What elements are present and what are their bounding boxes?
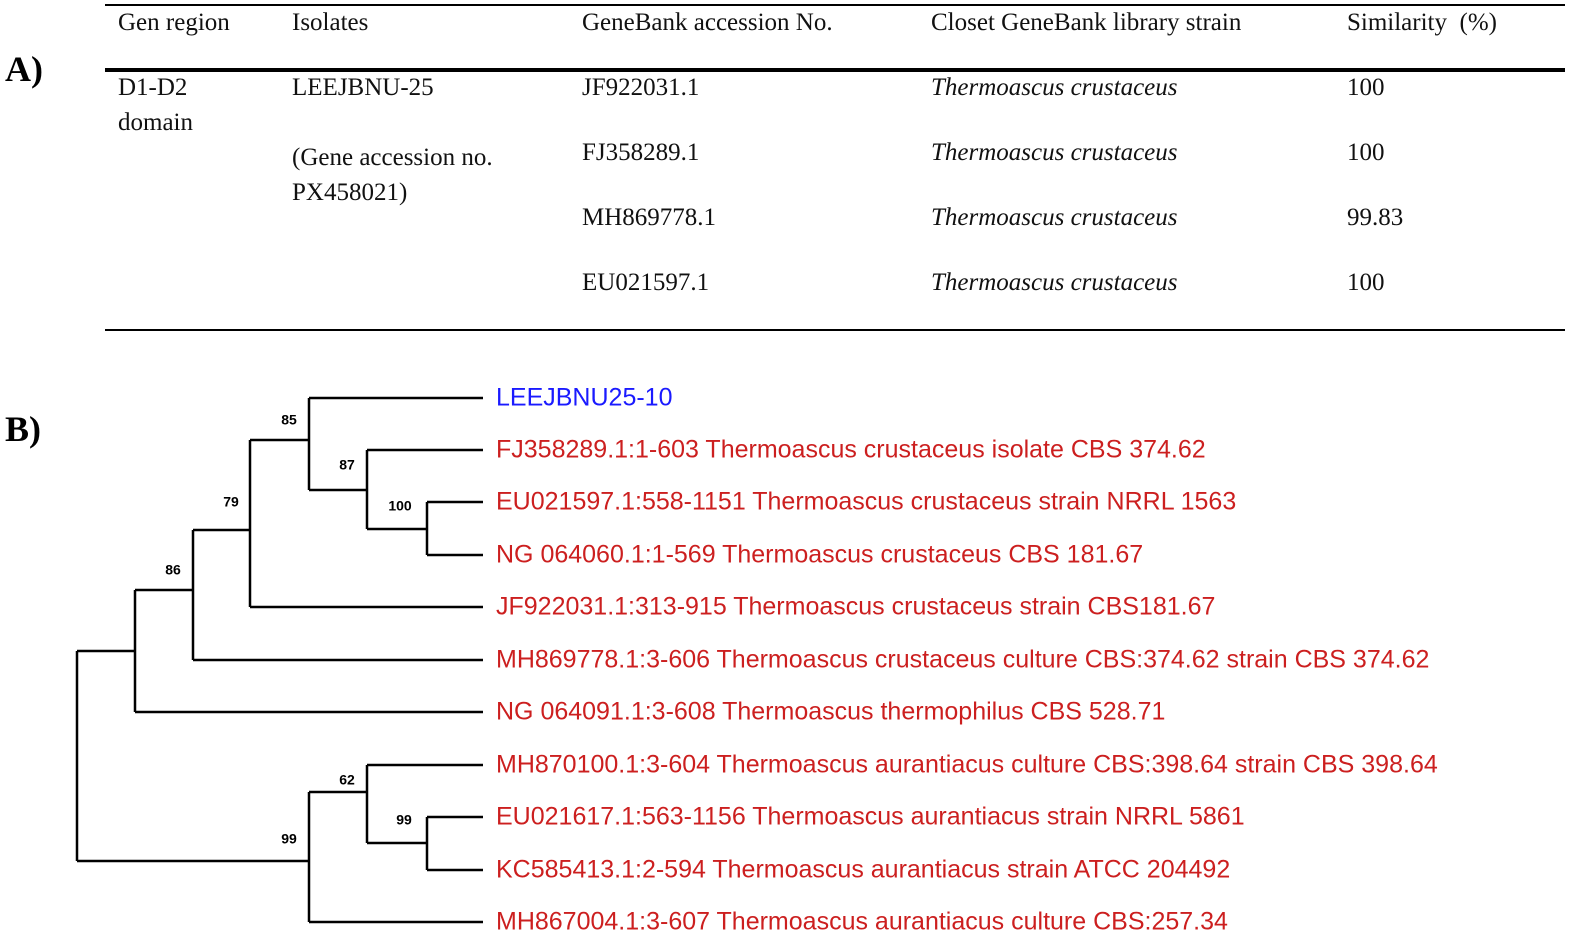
leaf-label: LEEJBNU25-10	[496, 384, 672, 412]
bootstrap-label: 99	[281, 831, 297, 847]
leaf-label: KC585413.1:2-594 Thermoascus aurantiacus…	[496, 856, 1230, 884]
leaf-label: FJ358289.1:1-603 Thermoascus crustaceus …	[496, 436, 1206, 464]
accession-cell: JF922031.1	[582, 74, 700, 101]
leaf-label: EU021617.1:563-1156 Thermoascus aurantia…	[496, 803, 1245, 831]
leaf-label: EU021597.1:558-1151 Thermoascus crustace…	[496, 488, 1236, 516]
accession-cell: FJ358289.1	[582, 139, 700, 166]
isolate-note: (Gene accession no. PX458021)	[292, 144, 493, 206]
strain-cell: Thermoascus crustaceus	[931, 74, 1178, 101]
leaf-label: JF922031.1:313-915 Thermoascus crustaceu…	[496, 593, 1215, 621]
table-bottom-rule	[105, 329, 1565, 331]
leaf-label: MH867004.1:3-607 Thermoascus aurantiacus…	[496, 908, 1228, 936]
header-cell: Closet GeneBank library strain	[931, 9, 1242, 36]
header-cell: GeneBank accession No.	[582, 9, 833, 36]
bootstrap-label: 87	[339, 457, 355, 473]
bootstrap-label: 85	[281, 412, 297, 428]
similarity-cell: 100	[1347, 74, 1385, 101]
accession-cell: MH869778.1	[582, 204, 717, 231]
similarity-cell: 100	[1347, 139, 1385, 166]
region-cell: D1-D2 domain	[118, 74, 193, 136]
leaf-label: MH869778.1:3-606 Thermoascus crustaceus …	[496, 646, 1429, 674]
header-cell: Gen region	[118, 9, 230, 36]
header-cell: Similarity (%)	[1347, 9, 1497, 36]
tree-branches	[75, 396, 483, 924]
bootstrap-label: 79	[223, 494, 239, 510]
bootstrap-label: 86	[165, 562, 181, 578]
strain-cell: Thermoascus crustaceus	[931, 204, 1178, 231]
accession-cell: EU021597.1	[582, 269, 710, 296]
panel-label: A)	[5, 49, 43, 89]
table-top-rule	[105, 4, 1565, 6]
strain-cell: Thermoascus crustaceus	[931, 139, 1178, 166]
leaf-label: MH870100.1:3-604 Thermoascus aurantiacus…	[496, 751, 1438, 779]
panel-label: B)	[5, 409, 41, 449]
table-header-rule	[105, 68, 1565, 72]
leaf-label: NG 064060.1:1-569 Thermoascus crustaceus…	[496, 541, 1143, 569]
header-cell: Isolates	[292, 9, 369, 36]
similarity-cell: 100	[1347, 269, 1385, 296]
similarity-cell: 99.83	[1347, 204, 1404, 231]
strain-cell: Thermoascus crustaceus	[931, 269, 1178, 296]
isolate-cell: LEEJBNU-25	[292, 74, 434, 101]
bootstrap-label: 100	[388, 498, 412, 514]
bootstrap-label: 62	[339, 772, 355, 788]
bootstrap-label: 99	[396, 812, 412, 828]
leaf-label: NG 064091.1:3-608 Thermoascus thermophil…	[496, 698, 1165, 726]
